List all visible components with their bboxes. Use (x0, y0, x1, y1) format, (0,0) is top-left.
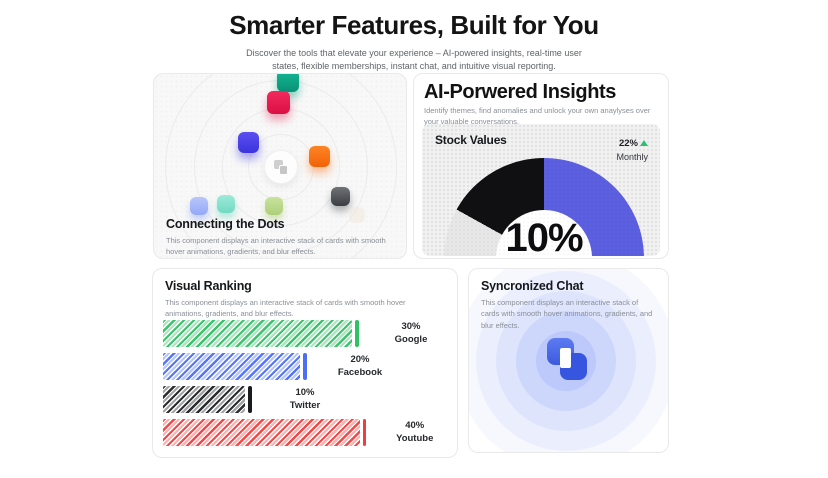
stock-values-panel: Stock Values 22% Monthly 10% (422, 124, 660, 256)
bar-cap-youtube (362, 419, 367, 446)
bar-cap-facebook (303, 353, 307, 380)
card-title: Connecting the Dots (166, 217, 285, 231)
change-stat: 22% Monthly (616, 133, 648, 162)
copy-icon (273, 160, 289, 175)
ranking-row-twitter: 10% Twitter (163, 386, 449, 413)
bar-facebook (163, 353, 300, 380)
crimson-app-icon (267, 91, 290, 114)
card-title: AI-Porwered Insights (424, 81, 617, 103)
bar-cap-google (355, 320, 359, 347)
bar-youtube (163, 419, 360, 446)
card-title: Syncronized Chat (481, 279, 584, 293)
card-description: This component displays an interactive s… (165, 298, 406, 319)
change-period: Monthly (616, 152, 648, 162)
periwinkle-app-icon (190, 197, 208, 215)
page-title: Smarter Features, Built for You (229, 10, 599, 40)
card-syncronized-chat[interactable]: Syncronized Chat This component displays… (468, 268, 669, 453)
hub-circle (264, 150, 298, 184)
dark-app-icon (331, 187, 350, 206)
card-connecting-the-dots[interactable]: Connecting the Dots This component displ… (153, 73, 407, 259)
bar-label-twitter: 10% Twitter (289, 386, 321, 411)
change-value: 22% (618, 138, 638, 149)
card-ai-powered-insights[interactable]: AI-Porwered Insights Identify themes, fi… (413, 73, 669, 259)
card-description: This component displays an interactive s… (166, 236, 386, 257)
bar-twitter (163, 386, 245, 413)
panel-title: Stock Values (435, 133, 507, 147)
card-description: This component displays an interactive s… (481, 298, 653, 330)
card-visual-ranking[interactable]: Visual Ranking This component displays a… (152, 268, 458, 458)
bar-cap-twitter (248, 386, 252, 413)
faint-app-icon (349, 207, 365, 223)
teal-app-icon (277, 74, 299, 92)
ranking-row-facebook: 20% Facebook (163, 353, 449, 380)
gauge-value: 10% (505, 216, 583, 256)
ranking-row-youtube: 40% Youtube (163, 419, 449, 446)
bar-google (163, 320, 353, 347)
card-title: Visual Ranking (165, 279, 252, 293)
lime-app-icon (265, 197, 283, 215)
up-arrow-icon (640, 140, 648, 146)
mint-app-icon (217, 195, 235, 213)
orange-app-icon (309, 146, 330, 167)
ranking-row-google: 30% Google (163, 320, 449, 347)
bar-label-google: 30% Google (394, 320, 428, 345)
bar-label-youtube: 40% Youtube (396, 419, 434, 444)
chat-stack-icon (543, 338, 589, 384)
ranking-bars: 30% Google 20% Facebook 10% Twitter (163, 320, 449, 452)
page-subtitle: Discover the tools that elevate your exp… (246, 48, 582, 72)
orbit-ring-4 (165, 74, 397, 258)
card-description: Identify themes, find anomalies and unlo… (424, 106, 651, 126)
section-header: Smarter Features, Built for You Discover… (0, 10, 828, 73)
blue-app-icon (238, 132, 259, 153)
bar-label-facebook: 20% Facebook (337, 353, 383, 378)
